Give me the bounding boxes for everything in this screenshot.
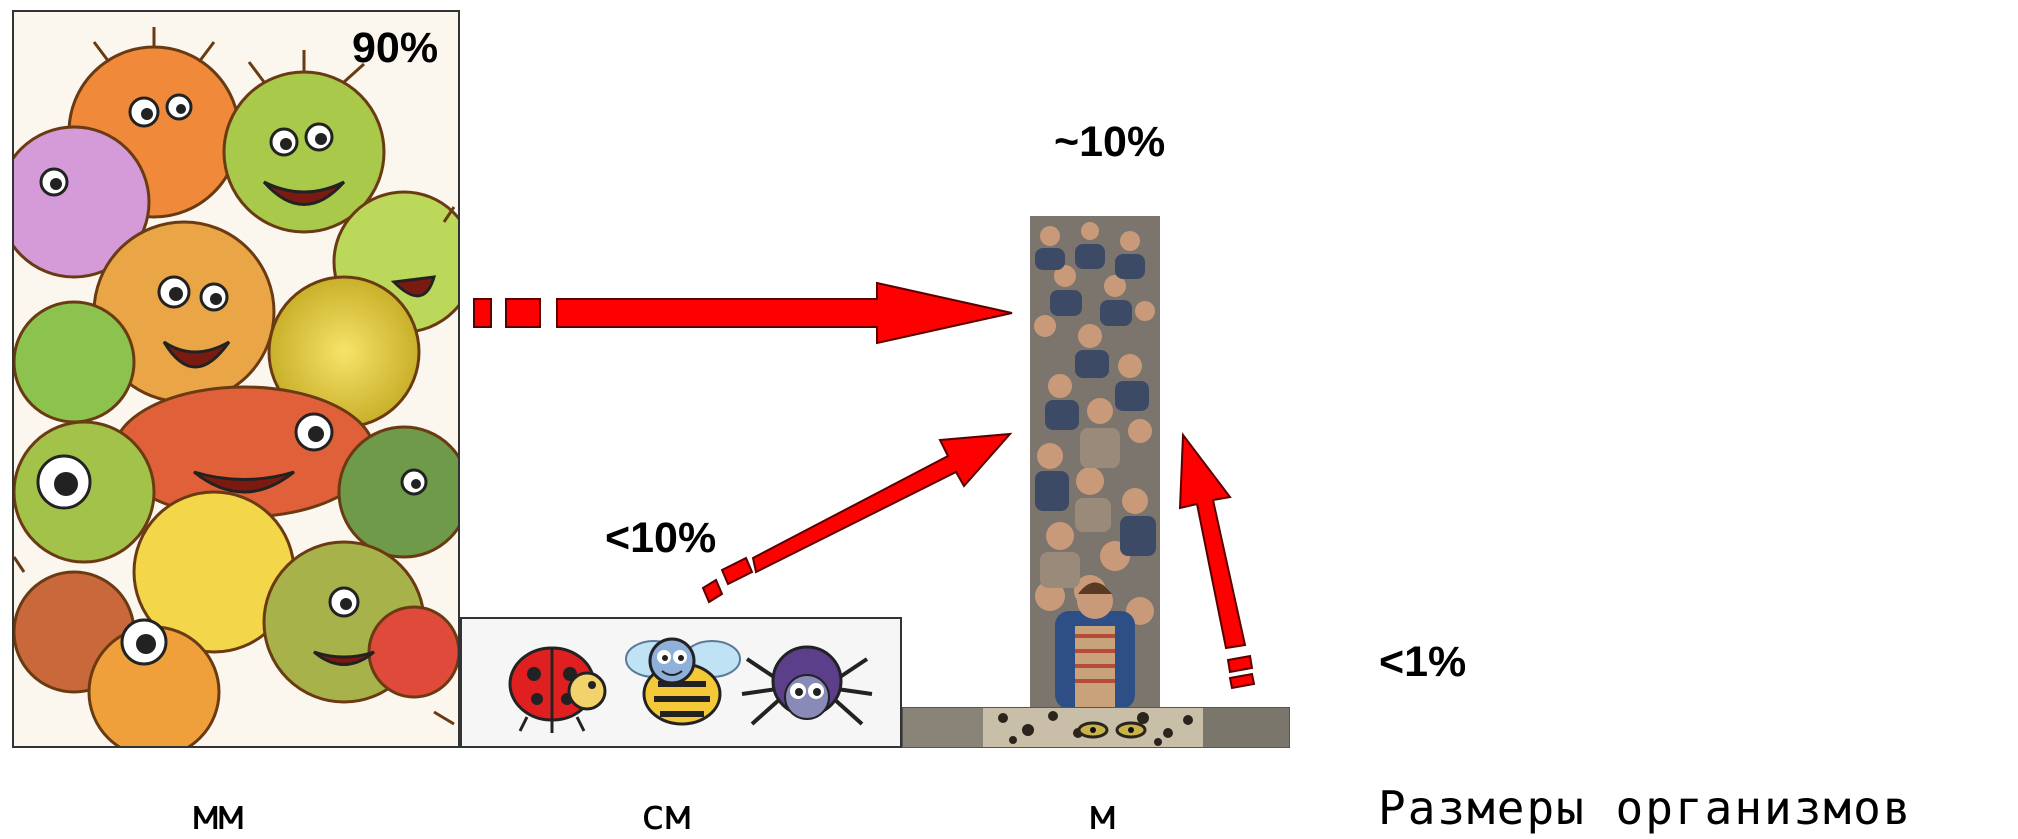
tick-m: м bbox=[1090, 790, 1116, 839]
axis-title: Размеры организмов bbox=[1378, 781, 1913, 835]
tick-mm: мм bbox=[193, 790, 244, 839]
m-percent-label: ~10% bbox=[1054, 118, 1166, 166]
leopard-panel bbox=[902, 707, 1290, 748]
microbes-illustration bbox=[14, 27, 458, 746]
leopard-photo bbox=[903, 708, 1289, 747]
insects-panel bbox=[460, 617, 902, 748]
crowd-panel bbox=[1030, 216, 1160, 709]
bee-icon bbox=[625, 637, 741, 726]
arrow-mm-to-m bbox=[473, 281, 1013, 345]
mm-percent-label: 90% bbox=[352, 24, 439, 72]
big-percent-label: <1% bbox=[1379, 638, 1467, 686]
cm-percent-label: <10% bbox=[605, 514, 717, 562]
tick-cm: см bbox=[640, 790, 691, 839]
arrow-cm-to-m bbox=[701, 432, 1013, 604]
ladybug-icon bbox=[508, 646, 607, 733]
arrow-big-to-m bbox=[1178, 432, 1256, 690]
spider-icon bbox=[741, 645, 873, 726]
insects-illustration bbox=[508, 637, 873, 733]
crowd-photo bbox=[1030, 216, 1160, 709]
microbes-panel bbox=[12, 10, 460, 748]
